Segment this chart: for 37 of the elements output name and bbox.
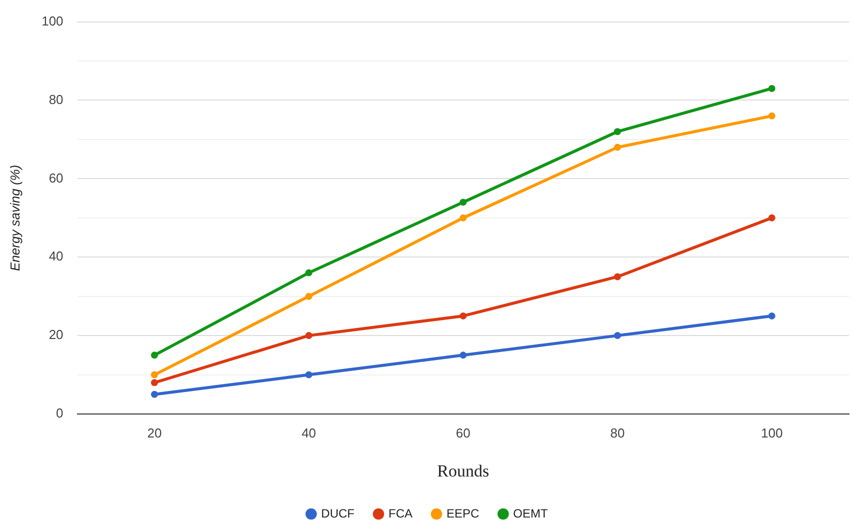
x-axis-title: Rounds xyxy=(437,461,490,480)
point xyxy=(305,292,312,300)
x-tick-label: 100 xyxy=(760,425,783,440)
point xyxy=(150,352,158,359)
x-tick-label: 20 xyxy=(147,425,162,440)
point xyxy=(305,332,312,340)
y-tick-label: 20 xyxy=(48,327,64,342)
point xyxy=(460,198,467,206)
point xyxy=(460,312,467,320)
point xyxy=(614,144,621,151)
y-tick-label: 80 xyxy=(48,92,64,107)
point xyxy=(768,214,776,222)
legend-label: EEPC xyxy=(446,506,480,520)
y-axis-title: Energy saving (%) xyxy=(7,164,22,272)
y-tick-label: 60 xyxy=(48,170,64,186)
x-tick-label: 60 xyxy=(456,425,470,440)
point xyxy=(150,371,158,378)
point xyxy=(460,352,467,359)
point xyxy=(614,128,621,136)
point xyxy=(150,379,158,386)
point xyxy=(614,273,621,280)
point xyxy=(305,371,312,378)
point xyxy=(768,312,776,320)
legend-label: OEMT xyxy=(513,506,549,520)
y-tick-label: 40 xyxy=(48,248,64,264)
x-tick-label: 80 xyxy=(610,425,625,440)
point xyxy=(150,390,158,398)
legend-label: DUCF xyxy=(321,506,354,520)
point xyxy=(768,112,776,120)
point xyxy=(614,332,621,340)
y-tick-label: 100 xyxy=(42,13,64,28)
y-tick-label: 0 xyxy=(56,406,64,421)
point xyxy=(460,214,467,222)
point xyxy=(768,84,776,92)
legend-label: FCA xyxy=(388,506,412,520)
point xyxy=(305,269,312,276)
x-tick-label: 40 xyxy=(302,425,316,440)
